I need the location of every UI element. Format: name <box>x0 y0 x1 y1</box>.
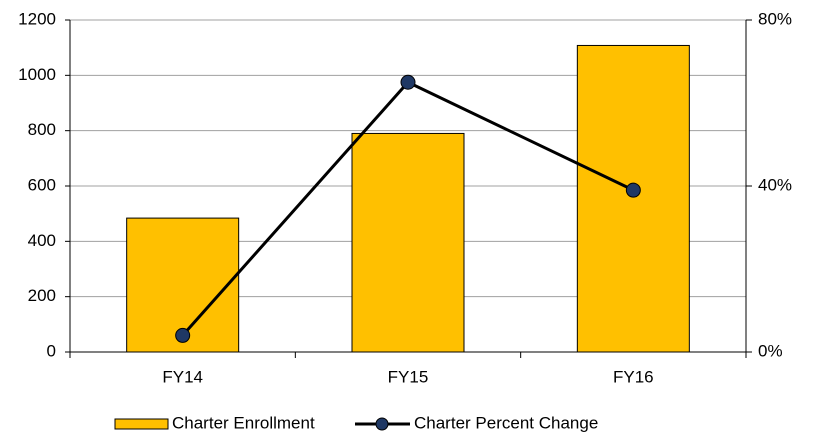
legend-swatch <box>114 418 169 430</box>
bar <box>351 132 465 353</box>
y2-tick-label: 40% <box>758 175 792 194</box>
legend-swatch <box>375 417 389 431</box>
x-tick-label: FY15 <box>388 367 429 386</box>
y-tick-label: 1000 <box>18 65 56 84</box>
legend-label: Charter Percent Change <box>414 413 598 432</box>
line-marker <box>625 182 641 198</box>
y-tick-label: 400 <box>28 231 56 250</box>
line-marker <box>175 327 191 343</box>
y2-tick-label: 0% <box>758 341 783 360</box>
y-tick-label: 200 <box>28 286 56 305</box>
y-tick-label: 600 <box>28 175 56 194</box>
x-tick-label: FY16 <box>613 367 654 386</box>
y2-tick-label: 80% <box>758 9 792 28</box>
y-tick-label: 0 <box>47 341 56 360</box>
line-marker <box>400 74 416 90</box>
legend-label: Charter Enrollment <box>172 413 315 432</box>
x-tick-label: FY14 <box>162 367 203 386</box>
bar <box>576 44 690 353</box>
y-tick-label: 1200 <box>18 9 56 28</box>
y-tick-label: 800 <box>28 120 56 139</box>
